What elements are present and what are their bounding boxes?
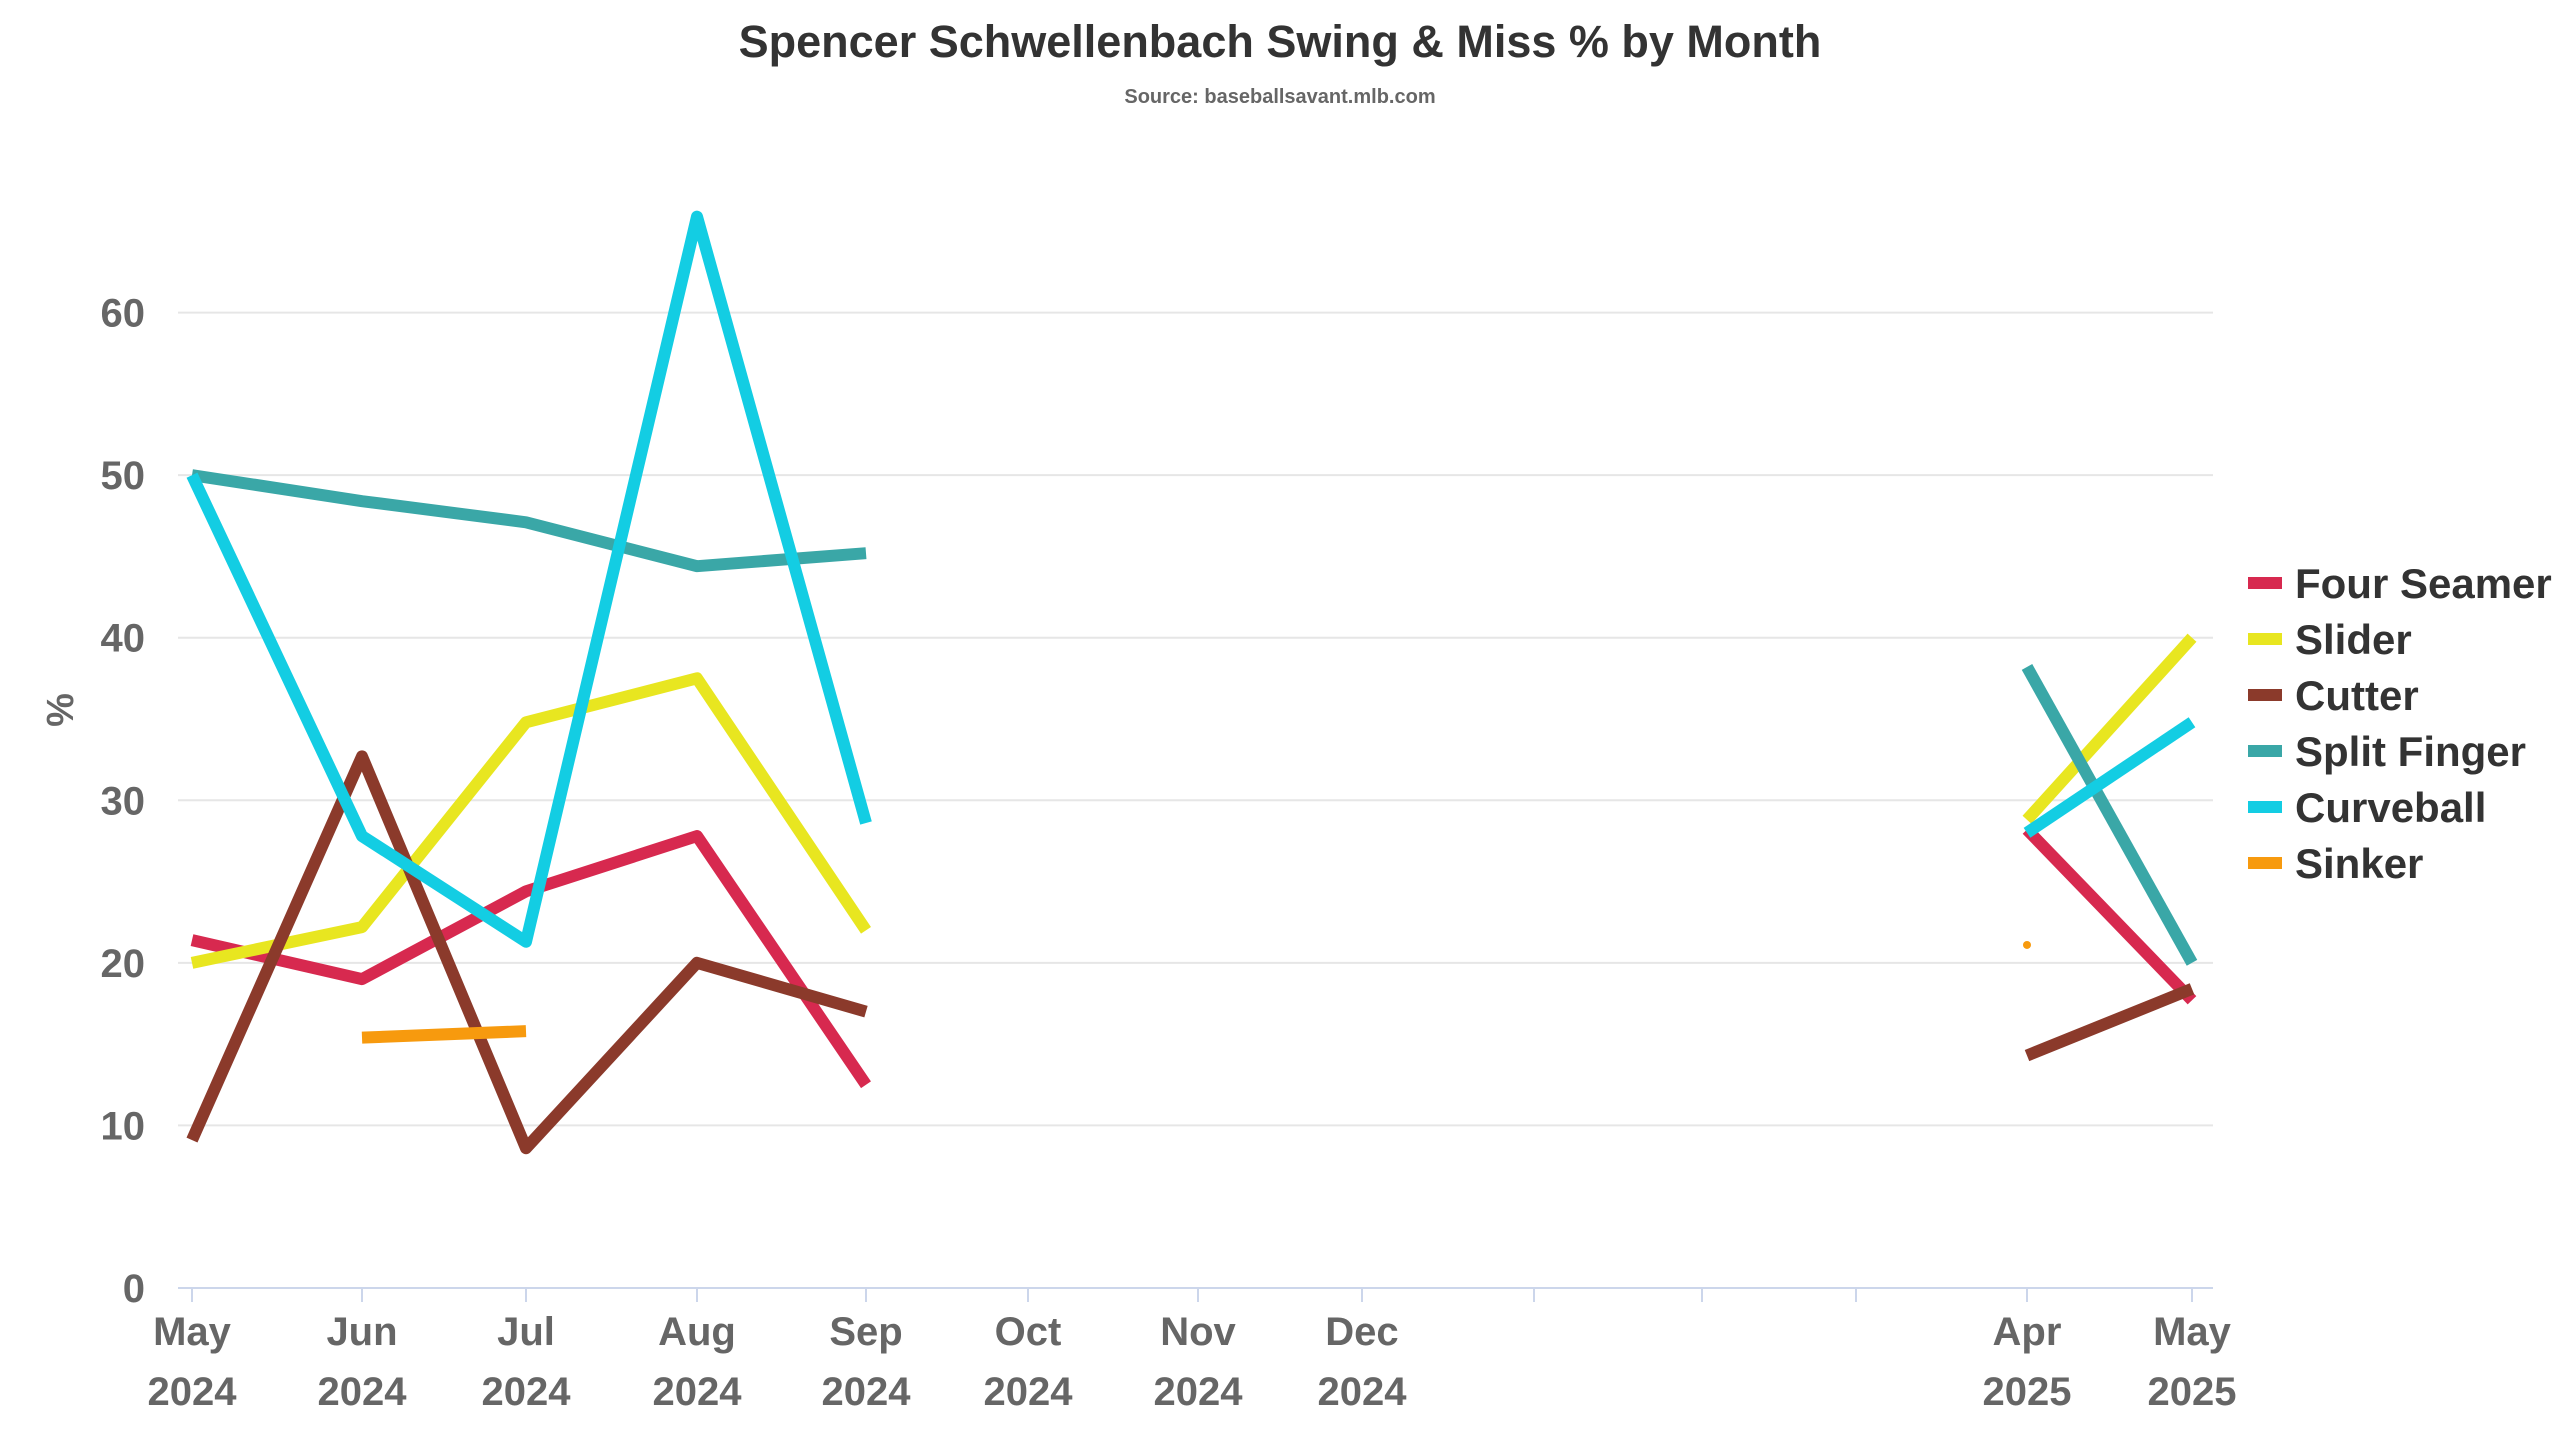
- x-tick-label-month: May: [153, 1310, 232, 1354]
- x-tick-label-month: Nov: [1160, 1310, 1236, 1354]
- axis-layer: May 2024 Jun 2024 Jul 2024 Aug 2024 Sep 2024 Oct 20…: [148, 1287, 2237, 1414]
- chart-title: Spencer Schwellenbach Swing & Miss % by …: [739, 16, 1822, 67]
- series-split-finger: [191, 469, 2198, 966]
- x-tick-label-year: 2025: [2148, 1370, 2237, 1414]
- series-line-slider: [2022, 633, 2197, 824]
- series-line-cutter: [2024, 983, 2195, 1062]
- series-line-four-seamer: [2022, 825, 2197, 1005]
- legend-label: Sinker: [2295, 840, 2423, 887]
- series-line-cutter: [186, 750, 868, 1155]
- y-tick-label: 20: [101, 942, 146, 986]
- y-axis-label: %: [40, 693, 82, 727]
- x-tick-label-year: 2024: [984, 1370, 1074, 1414]
- y-tick-label: 0: [123, 1267, 145, 1311]
- chart-subtitle: Source: baseballsavant.mlb.com: [1124, 86, 1435, 108]
- legend-item-split-finger[interactable]: Split Finger: [2248, 728, 2526, 775]
- x-tick-label-month: Dec: [1325, 1310, 1398, 1354]
- legend-label: Cutter: [2295, 672, 2419, 719]
- legend-item-four-seamer[interactable]: Four Seamer: [2248, 560, 2552, 607]
- grid-layer: 0 10 20 30 40 50 60: [101, 292, 2213, 1311]
- series-line-four-seamer: [190, 830, 871, 1089]
- legend-item-cutter[interactable]: Cutter: [2248, 672, 2419, 719]
- x-tick-label-year: 2024: [482, 1370, 572, 1414]
- series-curveball: [186, 210, 2196, 948]
- series-cutter: [186, 750, 2195, 1155]
- series-four-seamer: [190, 825, 2197, 1089]
- x-tick-label-month: Jul: [497, 1310, 555, 1354]
- x-tick-label-month: Aug: [658, 1310, 736, 1354]
- y-tick-label: 50: [101, 454, 146, 498]
- y-tick-label: 30: [101, 779, 146, 823]
- series-line-split-finger: [2021, 664, 2198, 966]
- series-sinker: [361, 940, 2031, 1044]
- x-tick-label-year: 2024: [1154, 1370, 1244, 1414]
- x-tick-label-month: Jun: [326, 1310, 397, 1354]
- x-tick-label-year: 2024: [1318, 1370, 1408, 1414]
- x-tick-label-month: May: [2153, 1310, 2232, 1354]
- x-tick-label-year: 2024: [318, 1370, 408, 1414]
- x-tick-label-month: Sep: [829, 1310, 902, 1354]
- legend[interactable]: Four Seamer Slider Cutter Split Finger Curve…: [2248, 560, 2552, 887]
- y-tick-label: 40: [101, 617, 146, 661]
- y-tick-label: 10: [101, 1104, 146, 1148]
- legend-label: Slider: [2295, 616, 2412, 663]
- series-slider: [190, 633, 2197, 969]
- series-line-curveball: [2023, 717, 2196, 838]
- series-layer: [186, 210, 2198, 1155]
- legend-item-slider[interactable]: Slider: [2248, 616, 2412, 663]
- x-tick-label-year: 2024: [148, 1370, 238, 1414]
- x-tick-label-month: Apr: [1993, 1310, 2062, 1354]
- x-tick-label-year: 2024: [653, 1370, 743, 1414]
- series-line-sinker: [361, 1025, 527, 1044]
- x-tick-label-year: 2024: [822, 1370, 912, 1414]
- legend-label: Split Finger: [2295, 728, 2526, 775]
- series-line-curveball: [186, 210, 872, 948]
- legend-item-sinker[interactable]: Sinker: [2248, 840, 2423, 887]
- series-line-slider: [190, 672, 871, 969]
- series-point-sinker: [2023, 940, 2031, 949]
- legend-label: Four Seamer: [2295, 560, 2552, 607]
- series-line-split-finger: [191, 469, 867, 573]
- y-tick-label: 60: [101, 292, 146, 336]
- x-tick-label-month: Oct: [995, 1310, 1062, 1354]
- x-tick-label-year: 2025: [1983, 1370, 2072, 1414]
- legend-item-curveball[interactable]: Curveball: [2248, 784, 2486, 831]
- legend-label: Curveball: [2295, 784, 2486, 831]
